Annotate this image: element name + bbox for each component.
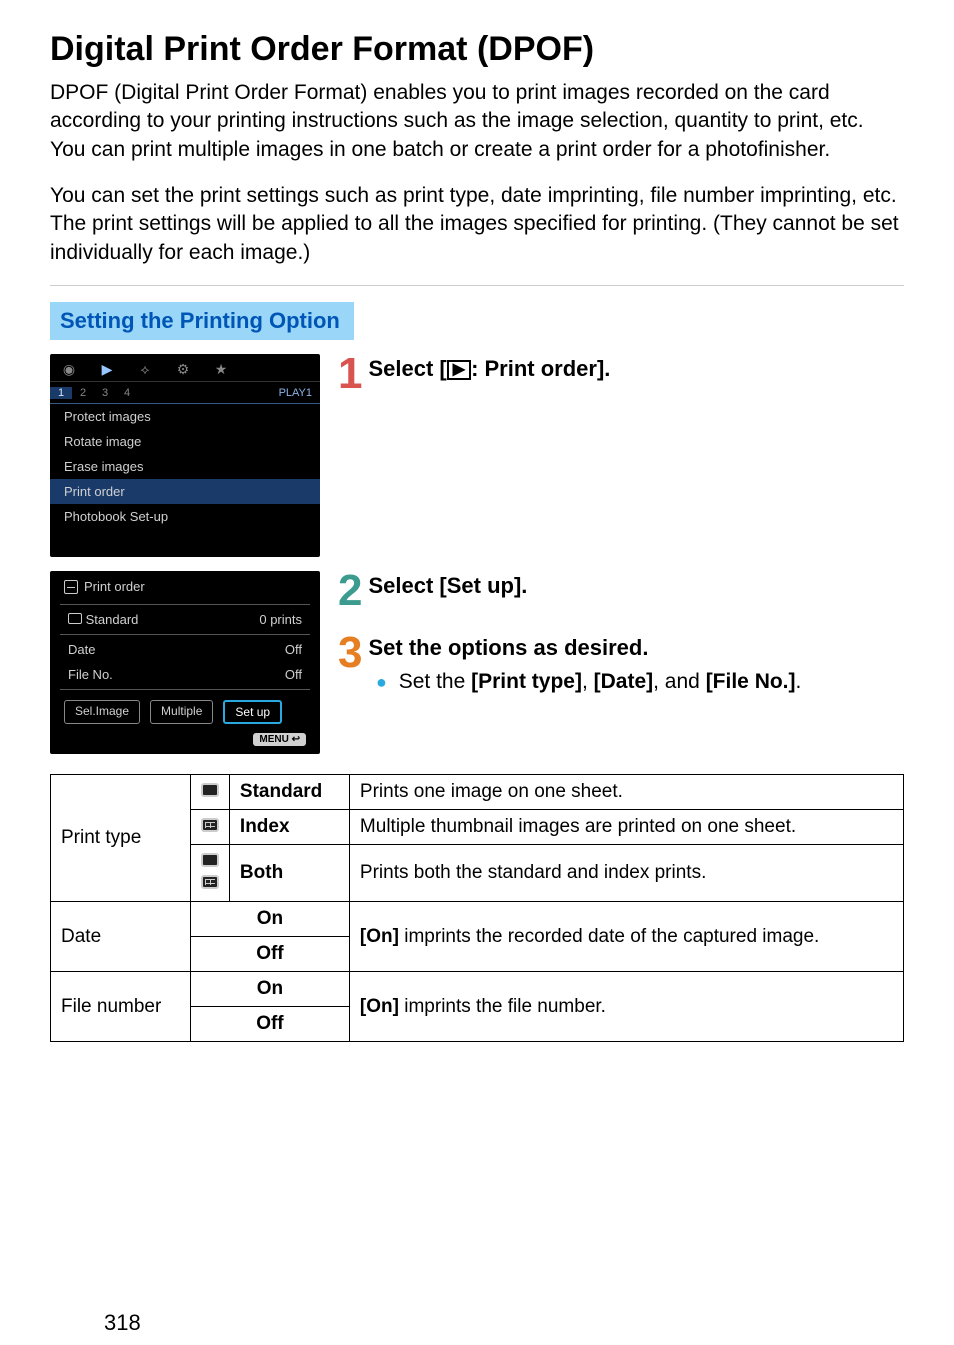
step-number-2: 2 [338, 571, 362, 611]
date-on: On [257, 908, 283, 929]
tab-setup-icon: ⚙ [164, 357, 202, 378]
sel-image-button: Sel.Image [64, 700, 140, 724]
page-title: Digital Print Order Format (DPOF) [50, 30, 904, 69]
play1-label: PLAY1 [279, 387, 312, 399]
menu-item: Rotate image [50, 429, 320, 454]
both-label: Both [240, 862, 283, 883]
multiple-button: Multiple [150, 700, 213, 724]
step3-body: Set the [Print type], [Date], and [File … [399, 670, 802, 693]
separator [50, 285, 904, 286]
setup-button-highlighted: Set up [223, 700, 282, 724]
step1-text-b: : Print order]. [471, 356, 610, 381]
tab-wireless-icon: ⟡ [126, 357, 164, 378]
bullet-icon: ● [376, 672, 387, 692]
step-1-heading: Select [▶: Print order]. [368, 356, 610, 381]
tab-custom-icon: ★ [202, 357, 240, 378]
index-label: Index [240, 816, 290, 837]
standard-icon-cell [190, 775, 229, 810]
step-2-heading: Select [Set up]. [368, 573, 527, 598]
menu-item: Protect images [50, 404, 320, 429]
page-number: 318 [104, 1310, 141, 1336]
menu-back-badge: MENU ↩ [253, 733, 306, 746]
row-date-label: Date [68, 642, 95, 657]
both-desc: Prints both the standard and index print… [349, 845, 903, 902]
row-standard-value: 0 prints [259, 612, 302, 627]
intro-paragraph-2: You can set the print settings such as p… [50, 182, 904, 267]
row-fileno-label: File No. [68, 667, 113, 682]
row-date-value: Off [285, 642, 302, 657]
standard-label: Standard [240, 781, 322, 802]
subtab-4: 4 [116, 387, 138, 399]
date-desc: [On] imprints the recorded date of the c… [349, 902, 903, 972]
step-3-heading: Set the options as desired. [368, 635, 648, 660]
camera-menu-screenshot-1: ◉ ▶ ⟡ ⚙ ★ 1 2 3 4 PLAY1 Protect images R… [50, 354, 320, 557]
index-icon-cell [190, 810, 229, 845]
menu-item: Erase images [50, 454, 320, 479]
tab-camera-icon: ◉ [50, 357, 88, 378]
date-label: Date [51, 902, 191, 972]
subtab-3: 3 [94, 387, 116, 399]
row-fileno-value: Off [285, 667, 302, 682]
print-order-icon [64, 580, 78, 594]
both-icon-cell [190, 845, 229, 902]
file-off: Off [256, 1013, 283, 1034]
print-type-label: Print type [51, 775, 191, 902]
tab-playback-icon: ▶ [88, 357, 126, 378]
subtab-1: 1 [50, 387, 72, 399]
row-standard-label: Standard [86, 612, 139, 627]
step1-text-a: Select [ [368, 356, 446, 381]
standard-desc: Prints one image on one sheet. [349, 775, 903, 810]
playback-icon: ▶ [447, 360, 471, 380]
menu-item: Photobook Set-up [50, 504, 320, 529]
step-number-3: 3 [338, 633, 362, 673]
subtab-2: 2 [72, 387, 94, 399]
step-number-1: 1 [338, 354, 362, 394]
options-table: Print type Standard Prints one image on … [50, 774, 904, 1042]
section-heading: Setting the Printing Option [50, 302, 354, 340]
date-off: Off [256, 943, 283, 964]
print-order-header: Print order [84, 579, 145, 594]
menu-item-highlighted: Print order [50, 479, 320, 504]
index-desc: Multiple thumbnail images are printed on… [349, 810, 903, 845]
standard-icon [68, 613, 82, 624]
file-on: On [257, 978, 283, 999]
intro-paragraph-1: DPOF (Digital Print Order Format) enable… [50, 79, 904, 164]
camera-menu-screenshot-2: Print order Standard 0 prints Date Off F… [50, 571, 320, 754]
file-desc: [On] imprints the file number. [349, 972, 903, 1042]
file-number-label: File number [51, 972, 191, 1042]
